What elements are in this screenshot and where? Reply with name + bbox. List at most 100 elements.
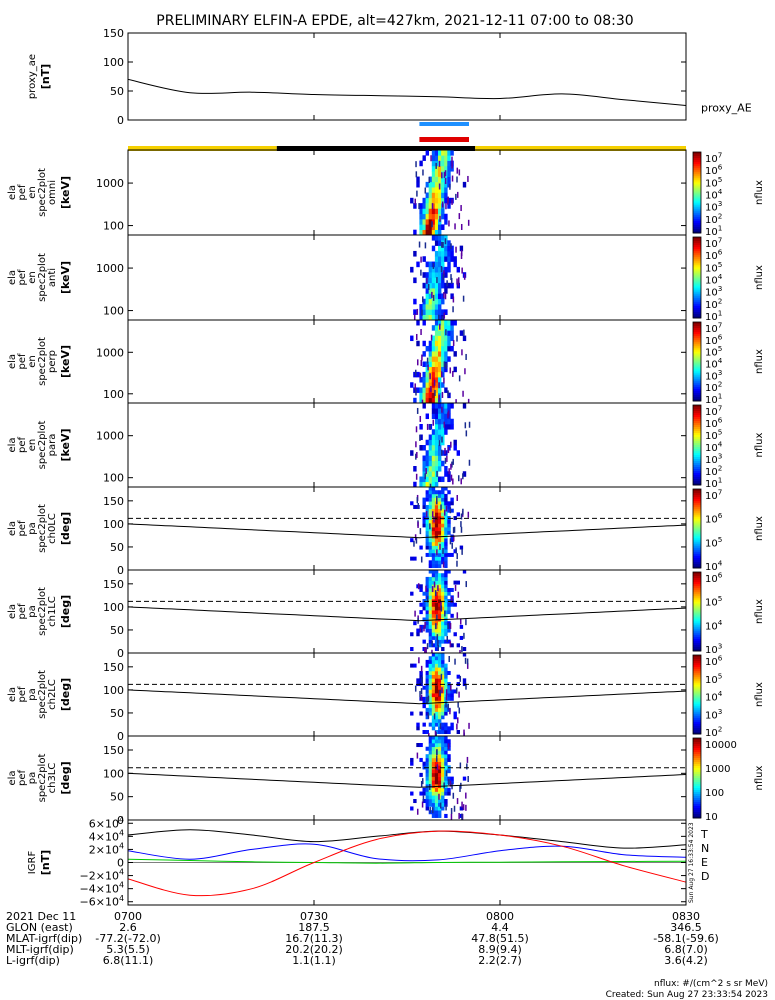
heatmap-cell [447, 320, 451, 326]
heatmap-cell [425, 466, 429, 472]
axes-frame [127, 735, 687, 821]
heatmap-cell [431, 595, 436, 600]
heatmap-cell [439, 802, 442, 809]
heatmap-cell [444, 424, 448, 430]
colorbar-segment [693, 643, 701, 646]
heatmap-cell [422, 512, 426, 517]
colorbar-segment [693, 601, 701, 605]
heatmap-cell [434, 176, 439, 183]
heatmap-cell [444, 408, 448, 414]
heatmap-cell [444, 356, 448, 362]
axes-frame [127, 402, 687, 488]
colorbar-segment [693, 518, 701, 522]
igrf-T-line [128, 829, 686, 849]
heatmap-cell [438, 765, 442, 770]
colorbar-segment [693, 704, 701, 707]
heatmap-cell [434, 584, 439, 589]
heatmap-cell [428, 780, 433, 785]
colorbar-segment [693, 289, 701, 293]
heatmap-cell [463, 729, 465, 736]
heatmap-cell [449, 367, 452, 374]
colorbar-tick-label: 103 [705, 452, 722, 467]
heatmap-cell [419, 208, 423, 215]
heatmap-cell [441, 235, 445, 241]
heatmap-cell [441, 639, 445, 644]
colorbar-segment [693, 682, 701, 686]
colorbar-segment [693, 585, 701, 589]
heatmap-cell [438, 219, 442, 225]
heatmap-cell [438, 345, 442, 352]
heatmap-cell [450, 418, 454, 425]
heatmap-cell [438, 387, 442, 393]
heatmap-cell [438, 261, 442, 268]
heatmap-cell [425, 261, 429, 268]
colorbar-segment [693, 544, 701, 547]
heatmap-cell [428, 656, 433, 661]
heatmap-cell [425, 674, 429, 679]
heatmap-cell [428, 266, 433, 273]
colorbar-segment [693, 776, 701, 779]
heatmap-cell [450, 696, 454, 701]
heatmap-cell [434, 624, 439, 629]
heatmap-cell [462, 335, 467, 342]
heatmap-cell [438, 171, 442, 177]
heatmap-cell [450, 808, 453, 815]
heatmap-cell [434, 806, 439, 811]
heatmap-cell [422, 298, 426, 305]
heatmap-cell [455, 193, 457, 200]
heatmap-cell [413, 387, 417, 393]
heatmap-cell [464, 422, 467, 429]
colorbar-segment [693, 575, 701, 579]
heatmap-cell [438, 632, 442, 637]
heatmap-cell [431, 700, 436, 705]
heatmap-cell [438, 715, 442, 720]
heatmap-cell [444, 595, 448, 600]
heatmap-cell [444, 599, 448, 604]
heatmap-cell [444, 309, 448, 315]
heatmap-cell [434, 628, 439, 633]
heatmap-cell [434, 203, 439, 209]
colorbar-segment [693, 168, 701, 171]
heatmap-cell [428, 624, 433, 629]
heatmap-cell [428, 761, 433, 766]
heatmap-cell [440, 504, 442, 511]
heatmap-cell [438, 351, 442, 357]
heatmap-cell [425, 508, 429, 513]
colorbar-segment [693, 301, 701, 305]
colorbar-tick-label: 104 [705, 618, 723, 633]
heatmap-cell [422, 602, 426, 607]
colorbar-label: nflux [754, 349, 765, 374]
heatmap-cell [428, 628, 433, 633]
heatmap-cell [438, 549, 442, 554]
heatmap-cell [410, 663, 414, 668]
heatmap-cell [434, 504, 439, 509]
colorbar-segment [693, 778, 701, 781]
heatmap-cell [435, 162, 437, 169]
heatmap-cell [434, 224, 439, 230]
colorbar-segment [693, 441, 701, 444]
heatmap-cell [428, 541, 433, 546]
heatmap-cell [422, 799, 426, 804]
heatmap-cell [455, 547, 457, 554]
heatmap-cell [431, 277, 436, 284]
heatmap-cell [422, 722, 426, 727]
heatmap-cell [447, 501, 451, 506]
heatmap-cell [434, 656, 439, 661]
heatmap-cell [428, 445, 433, 451]
orbit-value: -58.1(-59.6) [653, 932, 719, 945]
heatmap-cell [434, 772, 439, 777]
heatmap-cell [456, 450, 460, 456]
heatmap-cell [431, 761, 436, 766]
heatmap-cell [438, 791, 442, 796]
heatmap-cell [415, 453, 417, 460]
heatmap-cell [419, 203, 423, 209]
heatmap-cell [431, 165, 436, 172]
heatmap-cell [457, 475, 460, 482]
heatmap-cell [416, 678, 420, 683]
colorbar-segment [693, 564, 701, 567]
heatmap-cell [434, 527, 439, 532]
heatmap-cell [425, 584, 429, 589]
heatmap-cell [419, 219, 423, 225]
heatmap-cell [431, 799, 436, 804]
heatmap-cell [444, 403, 448, 409]
